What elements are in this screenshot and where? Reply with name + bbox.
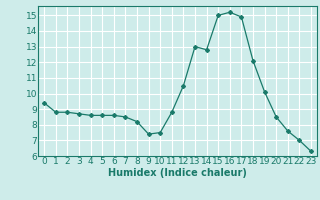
X-axis label: Humidex (Indice chaleur): Humidex (Indice chaleur) (108, 168, 247, 178)
